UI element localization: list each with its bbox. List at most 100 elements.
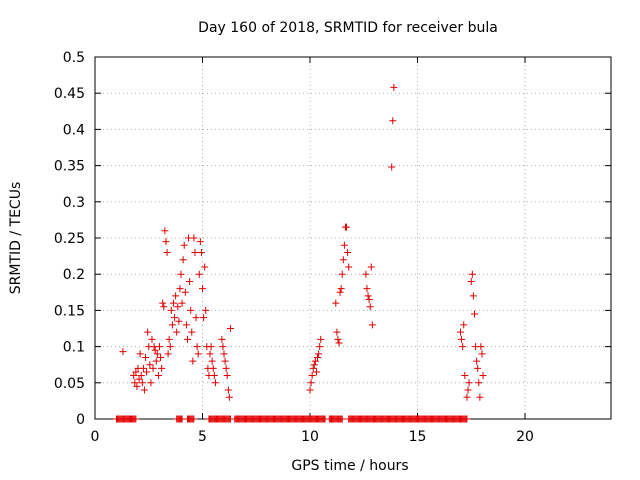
data-point [162,238,170,246]
data-point [475,379,483,387]
data-point [339,256,347,264]
data-point [147,379,155,387]
grid-lines [95,57,611,419]
data-point [178,299,186,307]
data-point [225,393,233,401]
data-point [151,346,159,354]
data-point [464,386,472,394]
y-tick-label: 0.05 [54,376,85,392]
data-point [135,375,143,383]
data-point [465,379,473,387]
data-point [179,256,187,264]
data-point [131,379,139,387]
data-point [390,83,398,91]
data-point [180,241,188,249]
data-point [149,364,157,372]
data-point [158,364,166,372]
data-point [195,270,203,278]
data-point [208,357,216,365]
data-point [338,270,346,278]
x-tick-label: 20 [516,429,534,445]
chart-title: Day 160 of 2018, SRMTID for receiver bul… [198,20,498,36]
data-point [316,343,324,351]
data-point [172,292,180,300]
data-point [146,361,154,369]
y-tick-label: 0.3 [63,195,85,211]
data-point [211,379,219,387]
data-point [388,163,396,171]
data-point [202,306,210,314]
x-tick-label: 10 [301,429,319,445]
data-point [189,357,197,365]
data-point [199,285,206,293]
data-point [338,415,346,423]
data-point [366,303,374,311]
x-tick-label: 15 [409,429,427,445]
data-point [157,353,165,361]
data-point [362,270,370,278]
data-point [196,238,204,246]
data-point [458,335,466,343]
data-point [142,353,150,361]
data-point [474,364,482,372]
data-point [460,321,468,329]
data-point [174,303,182,311]
data-point [132,415,140,423]
data-point [469,292,477,300]
data-point [220,350,228,358]
data-point [207,343,215,351]
data-point [200,314,208,322]
data-point [368,321,376,329]
data-point [171,314,179,322]
data-point [477,343,485,351]
y-tick-label: 0.25 [54,231,85,247]
data-point [308,372,316,380]
data-point [166,343,174,351]
data-point [307,379,315,387]
data-point [133,382,141,390]
y-tick-label: 0.2 [63,267,85,283]
data-point [478,350,486,358]
data-point [163,248,171,256]
data-point [144,328,152,336]
data-point [181,288,189,296]
data-point [153,350,161,358]
data-point [148,335,156,343]
data-point [137,372,145,380]
data-point [226,325,234,332]
y-tick-label: 0 [76,412,85,428]
data-point [365,296,373,304]
data-point [161,227,169,235]
data-point [165,335,173,343]
data-point [315,350,323,358]
data-point [186,277,194,285]
data-point [223,372,231,380]
data-point [332,299,340,307]
data-point [337,285,345,293]
data-point [461,372,469,380]
data-point [335,339,343,347]
data-point [306,386,314,394]
y-axis: 0 0.05 0.1 0.15 0.2 0.25 0.3 0.35 0.4 0.45 0.5 [54,50,611,428]
data-point [132,368,140,376]
data-point [473,357,481,365]
y-axis-label: SRMTID / TECUs [8,182,24,295]
data-point [314,353,322,361]
data-point [154,372,162,380]
data-point [192,314,200,322]
data-point [218,335,226,343]
data-point [476,393,484,401]
data-point [130,372,138,380]
data-point [345,263,353,271]
data-point [467,277,475,285]
data-point [312,368,320,376]
data-point [470,310,478,318]
data-point [468,270,476,278]
data-point [136,350,144,358]
data-point [364,292,372,300]
y-tick-label: 0.5 [63,50,85,66]
data-point [336,288,344,296]
data-point [187,306,195,314]
data-point [175,317,183,325]
data-point [143,368,151,376]
